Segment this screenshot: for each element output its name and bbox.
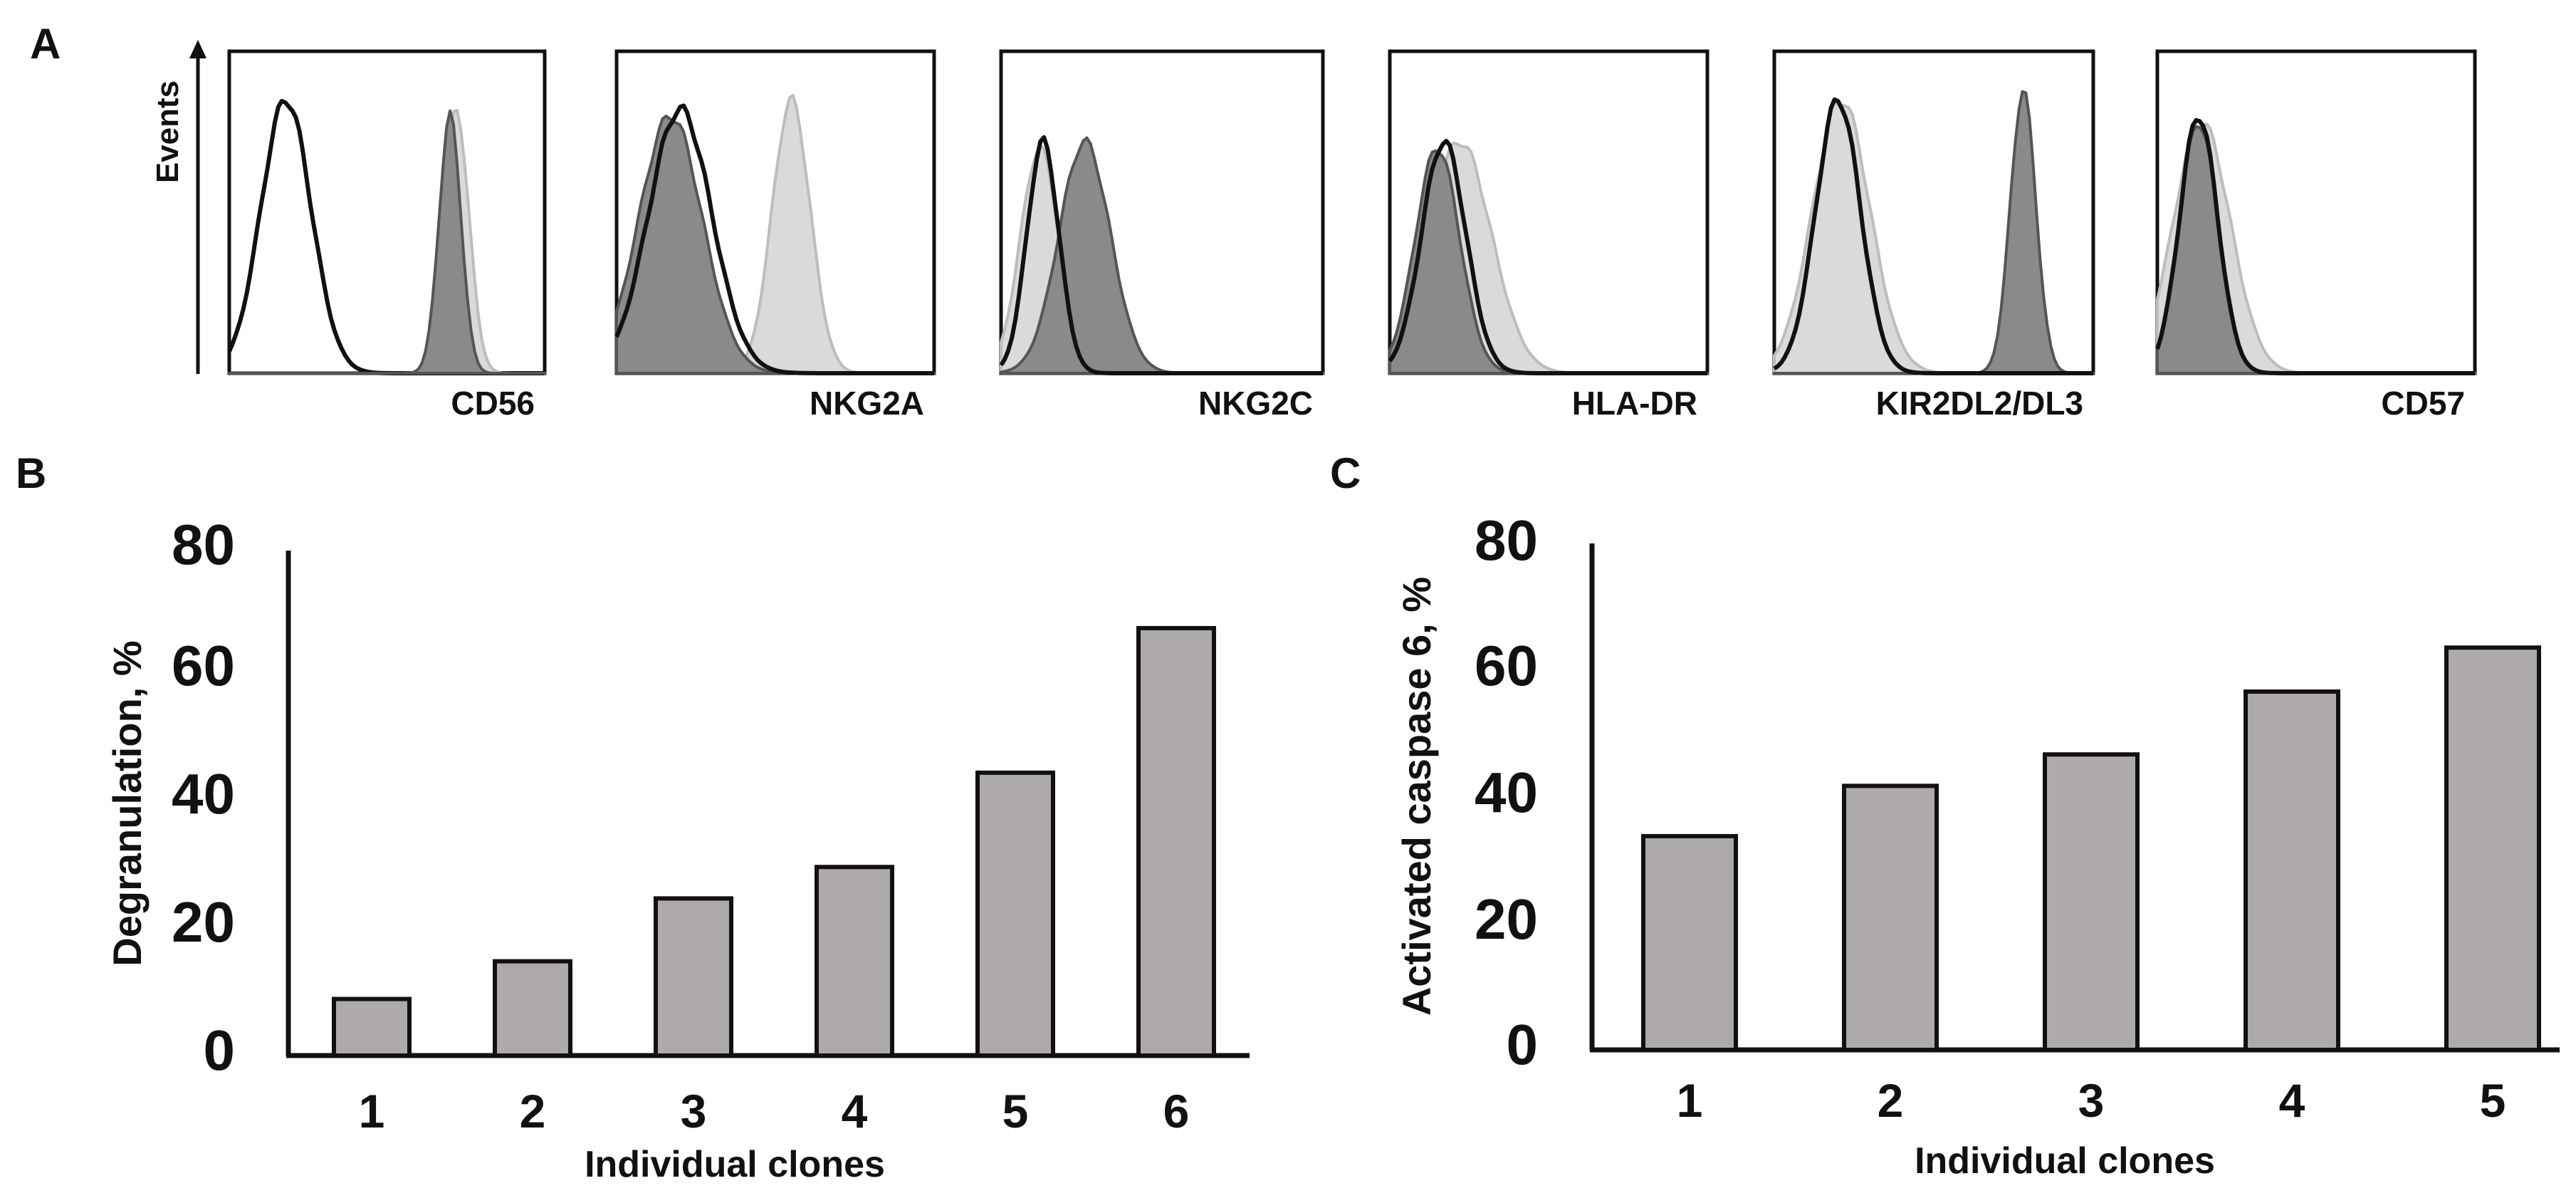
bar-clone-5	[975, 770, 1055, 1058]
x-tick-label: 5	[1002, 1085, 1029, 1137]
x-tick-label: 4	[2279, 1074, 2305, 1127]
chart-c-ytick: 80	[1475, 509, 1538, 572]
histogram-panels: CD56 NKG2A NKG2C HLA-DR KIR2DL2/DL3 CD57	[227, 49, 2477, 422]
chart-c-ytick: 40	[1475, 761, 1538, 824]
histogram-frame	[227, 49, 547, 375]
histogram-nkg2c: NKG2C	[999, 49, 1325, 422]
histogram-cd57: CD57	[2155, 49, 2477, 422]
x-tick-label: 2	[1878, 1074, 1904, 1127]
chart-b-ytick: 40	[172, 762, 235, 826]
x-tick-label: 1	[1677, 1074, 1703, 1127]
bar-clone-1	[1641, 833, 1738, 1052]
chart-b-bars: 1 2 3 4 5 6	[332, 625, 1216, 1137]
bar-clone-6	[1136, 625, 1216, 1058]
chart-c-bars: 1 2 3 4 5	[1641, 645, 2541, 1127]
chart-b-y-label: Degranulation, %	[105, 640, 150, 966]
chart-c-y-label: Activated caspase 6, %	[1394, 577, 1439, 1016]
histogram-curve-black-outline	[614, 103, 934, 375]
histogram-kir2dl2-dl3: KIR2DL2/DL3	[1772, 49, 2095, 422]
histogram-curve-black-outline	[2155, 118, 2475, 375]
histogram-curve-black-outline	[999, 135, 1323, 375]
bar-clone-2	[1842, 783, 1939, 1052]
bar-clone-3	[654, 896, 733, 1058]
chart-b-ytick: 80	[172, 513, 235, 576]
chart-c-ytick: 0	[1507, 1013, 1539, 1076]
x-tick-label: 4	[842, 1085, 868, 1137]
chart-b-ytick: 60	[172, 634, 235, 697]
chart-c-ytick: 60	[1475, 634, 1538, 697]
x-tick-label: 2	[520, 1085, 546, 1137]
histogram-curve-black-outline	[1773, 97, 2093, 375]
histogram-curve-dark-gray	[228, 109, 546, 375]
histogram-curve-black-outline	[1388, 138, 1707, 375]
histogram-marker-label: NKG2C	[1198, 385, 1313, 422]
panel-c-label: C	[1330, 449, 1361, 497]
x-tick-label: 3	[2078, 1074, 2105, 1127]
histogram-marker-label: HLA-DR	[1572, 385, 1697, 422]
bar-clone-1	[332, 996, 412, 1058]
histogram-marker-label: CD57	[2381, 385, 2465, 422]
histogram-marker-label: KIR2DL2/DL3	[1876, 385, 2083, 422]
chart-b-x-label: Individual clones	[585, 1144, 885, 1185]
events-axis-arrow-icon	[189, 40, 206, 58]
chart-b-ytick: 0	[204, 1019, 236, 1082]
bar-clone-3	[2043, 752, 2140, 1052]
histogram-marker-label: CD56	[451, 385, 535, 422]
chart-b-y-ticks: 0 20 40 60 80	[172, 513, 235, 1082]
chart-caspase: Activated caspase 6, % Individual clones…	[1394, 509, 2560, 1182]
panel-a-label: A	[30, 20, 61, 68]
bar-clone-2	[493, 959, 572, 1058]
bar-clone-4	[815, 865, 894, 1058]
bar-clone-5	[2444, 645, 2541, 1052]
panel-b-label: B	[16, 449, 46, 497]
histogram-marker-label: NKG2A	[810, 385, 924, 422]
events-axis-label: Events	[150, 80, 185, 183]
x-tick-label: 3	[681, 1085, 707, 1137]
x-tick-label: 1	[359, 1085, 385, 1137]
x-tick-label: 6	[1163, 1085, 1190, 1137]
chart-c-y-ticks: 0 20 40 60 80	[1475, 509, 1538, 1076]
panel-a: Events CD56 NKG2A NKG2C HLA-DR KIR2DL2/DL3 CD…	[150, 40, 2477, 422]
chart-b-ytick: 20	[172, 890, 235, 954]
chart-degranulation: Degranulation, % Individual clones 0 20 …	[105, 513, 1250, 1185]
bar-clone-4	[2243, 689, 2340, 1052]
x-tick-label: 5	[2480, 1074, 2506, 1127]
histogram-nkg2a: NKG2A	[614, 49, 936, 422]
histogram-cd56: CD56	[227, 49, 547, 422]
chart-c-x-label: Individual clones	[1915, 1140, 2215, 1182]
histogram-hla-dr: HLA-DR	[1388, 49, 1710, 422]
chart-c-ytick: 20	[1475, 887, 1538, 951]
